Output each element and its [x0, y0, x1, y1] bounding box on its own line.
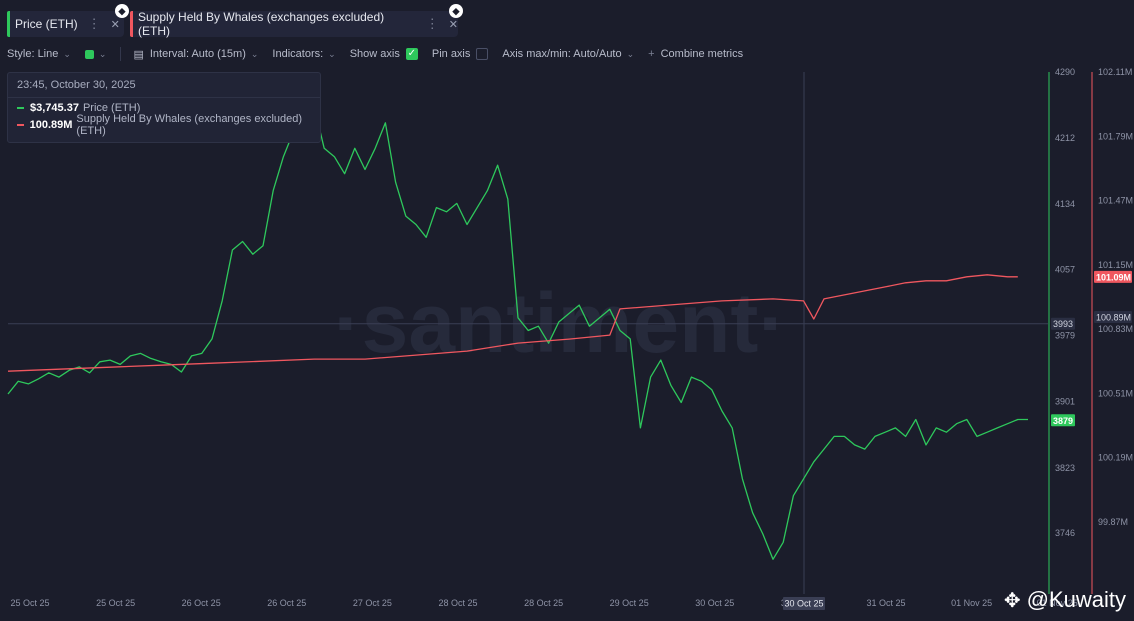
y-tick-label: 99.87M	[1098, 517, 1128, 527]
current-value-label: 101.09M	[1096, 272, 1131, 282]
tooltip-value: 100.89M	[29, 118, 73, 131]
legend-line	[17, 123, 24, 126]
x-tick-label: 27 Oct 25	[353, 598, 392, 608]
chart-toolbar: Style: Line ⌄ ⌄ ▤ Interval: Auto (15m) ⌄…	[7, 45, 1134, 63]
color-swatch	[84, 49, 94, 59]
binance-icon: ✥	[1003, 589, 1021, 612]
x-highlight-label: 30 Oct 25	[784, 599, 823, 609]
pin-axis-checkbox[interactable]	[476, 48, 489, 60]
combine-metrics-button[interactable]: + Combine metrics	[648, 48, 743, 60]
crosshair-value-label: 100.89M	[1096, 312, 1131, 322]
y-tick-label: 3746	[1055, 528, 1075, 538]
calendar-icon: ▤	[133, 48, 144, 61]
price-line	[7, 105, 1028, 560]
y-tick-label: 101.47M	[1098, 196, 1133, 206]
x-axis-labels: 25 Oct 25 25 Oct 25 26 Oct 25 26 Oct 25 27 O…	[10, 597, 1078, 610]
pin-axis-label: Pin axis	[431, 48, 471, 60]
x-tick-label: 28 Oct 25	[524, 598, 563, 608]
tab-label: Supply Held By Whales (exchanges exclude…	[138, 10, 385, 38]
ethereum-icon: ◆	[449, 4, 463, 18]
x-tick-label: 01 Nov 25	[1037, 598, 1078, 608]
grid	[8, 72, 1048, 594]
current-value-badge	[1094, 270, 1132, 283]
x-tick-label: 26 Oct 25	[267, 598, 306, 608]
left-y-axis: 4290 4212 4134 4057 3979 3901 3823 3746 3879 3993	[1048, 67, 1075, 594]
tab-supply-whales[interactable]: Supply Held By Whales (exchanges exclude…	[130, 4, 463, 38]
x-highlight-badge	[783, 597, 825, 610]
crosshair-value-badge	[1051, 317, 1075, 330]
y-tick-label: 4057	[1055, 264, 1075, 274]
close-icon[interactable]: ✕	[110, 18, 120, 31]
x-tick-label: 25 Oct 25	[10, 598, 49, 608]
legend-line	[17, 106, 24, 109]
x-tick-label: 30 Oct 25	[695, 598, 734, 608]
axis-maxmin-select[interactable]: Axis max/min: Auto/Auto ⌄	[502, 48, 634, 60]
indicators-label: Indicators:	[272, 48, 324, 60]
chart-tooltip: 23:45, October 30, 2025 $3,745.37 Price …	[7, 72, 321, 143]
tab-price-eth[interactable]: Price (ETH) ⋮ ✕ ◆	[7, 4, 129, 37]
chevron-down-icon: ⌄	[328, 48, 336, 59]
brand-text: @Kuwaity	[1026, 587, 1126, 612]
y-tick-label: 100.51M	[1098, 388, 1133, 398]
brand-watermark: ✥ @Kuwaity	[1004, 587, 1126, 613]
show-axis-label: Show axis	[349, 48, 400, 60]
current-value-badge	[1051, 414, 1075, 427]
right-y-axis: 102.11M 101.79M 101.47M 101.15M 100.83M 100.5…	[1091, 67, 1133, 594]
crosshair-value-label: 3993	[1053, 319, 1073, 329]
x-tick-label: 26 Oct 25	[182, 598, 221, 608]
y-tick-label: 3901	[1055, 397, 1075, 407]
tooltip-date: 23:45, October 30, 2025	[8, 73, 320, 98]
more-options-icon[interactable]: ⋮	[87, 16, 101, 31]
interval-label: Interval: Auto (15m)	[149, 48, 246, 60]
chevron-down-icon: ⌄	[626, 48, 635, 59]
plus-icon: +	[648, 48, 655, 60]
x-tick-label: 01 Nov 25	[951, 598, 992, 608]
x-tick-label: 28 Oct 25	[438, 598, 477, 608]
color-select[interactable]: ⌄	[84, 48, 107, 60]
chevron-down-icon: ⌄	[250, 48, 259, 59]
combine-label: Combine metrics	[660, 48, 744, 60]
axis-maxmin-label: Axis max/min: Auto/Auto	[502, 48, 622, 60]
x-tick-label: 25 Oct 25	[96, 598, 135, 608]
y-tick-label: 3823	[1055, 463, 1075, 473]
y-tick-label: 102.11M	[1098, 67, 1132, 77]
y-tick-label: 100.19M	[1098, 453, 1133, 463]
crosshair-value-badge	[1094, 310, 1132, 323]
y-tick-label: 4290	[1055, 67, 1075, 77]
current-value-label: 3879	[1053, 416, 1073, 426]
show-axis-checkbox[interactable]: ✓	[405, 48, 418, 60]
whale-supply-line	[7, 274, 1018, 372]
more-options-icon[interactable]: ⋮	[425, 16, 439, 31]
tooltip-row-supply: 100.89M Supply Held By Whales (exchanges…	[8, 113, 320, 137]
divider	[120, 47, 122, 61]
chevron-down-icon: ⌄	[63, 48, 71, 59]
interval-select[interactable]: ▤ Interval: Auto (15m) ⌄	[133, 48, 258, 61]
series-lines	[7, 105, 1028, 560]
y-tick-label: 4134	[1055, 199, 1075, 209]
series-color-bar	[7, 11, 10, 37]
style-label: Style: Line	[7, 48, 59, 60]
show-axis-toggle[interactable]: Show axis ✓	[350, 48, 418, 60]
tooltip-row-price: $3,745.37 Price (ETH)	[8, 100, 320, 115]
close-icon[interactable]: ✕	[448, 18, 458, 31]
style-select[interactable]: Style: Line ⌄	[7, 48, 71, 60]
x-tick-label: 31 Oct 25	[866, 598, 905, 608]
y-tick-label: 101.79M	[1098, 131, 1133, 141]
tooltip-name: Supply Held By Whales (exchanges exclude…	[76, 112, 303, 137]
y-tick-label: 100.83M	[1098, 324, 1133, 334]
chevron-down-icon: ⌄	[98, 48, 107, 59]
x-tick-label: 29 Oct 25	[610, 598, 649, 608]
tab-label: Price (ETH)	[15, 17, 78, 31]
y-tick-label: 3979	[1055, 331, 1075, 341]
ethereum-icon: ◆	[115, 4, 129, 18]
tooltip-name: Price (ETH)	[82, 101, 141, 114]
series-color-bar	[130, 11, 133, 37]
indicators-select[interactable]: Indicators: ⌄	[272, 48, 335, 60]
y-tick-label: 4212	[1055, 133, 1075, 143]
watermark: ·santiment·	[334, 276, 787, 370]
y-tick-label: 101.15M	[1098, 260, 1133, 270]
pin-axis-toggle[interactable]: Pin axis	[432, 48, 489, 60]
tooltip-value: $3,745.37	[30, 101, 79, 114]
